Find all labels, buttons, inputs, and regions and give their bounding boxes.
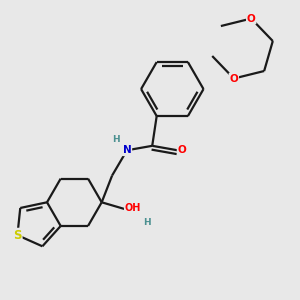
Text: OH: OH bbox=[125, 203, 141, 213]
Text: N: N bbox=[123, 145, 131, 155]
Text: S: S bbox=[13, 229, 22, 242]
Text: H: H bbox=[112, 135, 119, 144]
Text: H: H bbox=[143, 218, 151, 227]
Text: O: O bbox=[247, 14, 256, 23]
Text: O: O bbox=[178, 145, 186, 155]
Text: O: O bbox=[230, 74, 238, 83]
